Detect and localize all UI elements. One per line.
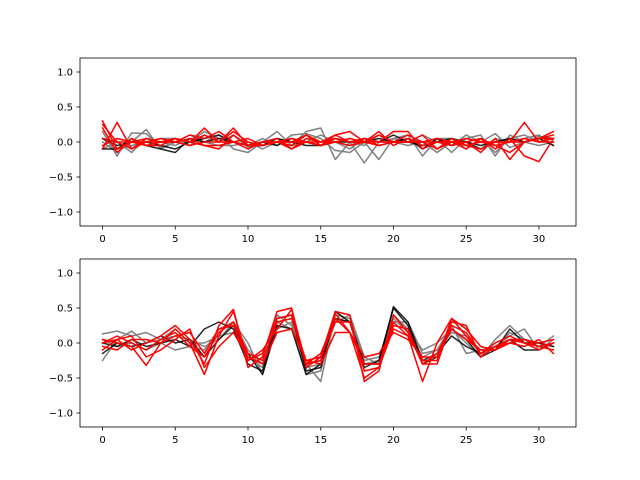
y-tick-label: −1.0: [49, 208, 73, 219]
y-tick-label: 1.0: [57, 68, 73, 79]
x-tick-label: 25: [460, 435, 473, 446]
series-group: [101, 305, 555, 383]
y-tick-label: −1.0: [49, 409, 73, 420]
series-line-11: [101, 137, 555, 150]
y-tick-label: −0.5: [49, 173, 73, 184]
series-line-9: [101, 314, 555, 365]
x-tick-label: 5: [172, 234, 178, 245]
y-tick-label: 1.0: [57, 269, 73, 280]
x-tick-label: 0: [99, 435, 105, 446]
x-tick-label: 25: [460, 234, 473, 245]
y-tick-label: 0.5: [57, 103, 73, 114]
x-tick-label: 15: [314, 234, 327, 245]
x-tick-label: 30: [533, 435, 546, 446]
bottom-subplot: 0 5 10 15 20 25 30 −1.0 −0.5 0.0 0.5 1.0: [49, 258, 577, 446]
series-line-12: [101, 137, 555, 147]
x-tick-label: 0: [99, 234, 105, 245]
x-tick-label: 5: [172, 435, 178, 446]
top-subplot: 0 5 10 15 20 25 30 −1.0 −0.5 0.0 0.5 1.0: [49, 57, 577, 245]
y-tick-label: 0.5: [57, 304, 73, 315]
x-tick-label: 20: [387, 435, 400, 446]
series-line-10: [101, 328, 555, 369]
x-tick-label: 10: [242, 435, 255, 446]
series-group: [101, 119, 555, 164]
x-tick-label: 15: [314, 435, 327, 446]
y-tick-label: 0.0: [57, 138, 73, 149]
x-tick-label: 20: [387, 234, 400, 245]
x-tick-label: 10: [242, 234, 255, 245]
y-tick-label: 0.0: [57, 339, 73, 350]
y-tick-label: −0.5: [49, 374, 73, 385]
x-tick-label: 30: [533, 234, 546, 245]
